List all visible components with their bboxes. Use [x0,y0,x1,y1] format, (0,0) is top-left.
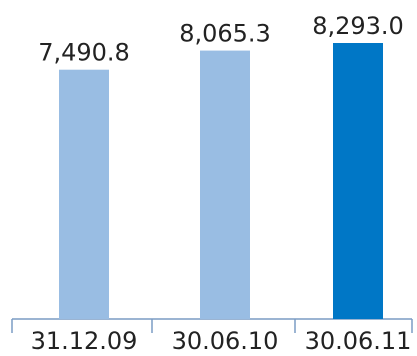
data-label-1: 7,490.8 [38,39,130,67]
x-tick-label-3: 30.06.11 [305,327,412,355]
bar-3 [333,43,383,319]
data-label-3: 8,293.0 [312,12,404,40]
bar-1 [59,69,109,319]
x-tick-label-1: 31.12.09 [31,327,138,355]
bar-2 [200,50,250,320]
x-tick-label-2: 30.06.10 [172,327,279,355]
data-label-2: 8,065.3 [179,20,271,48]
